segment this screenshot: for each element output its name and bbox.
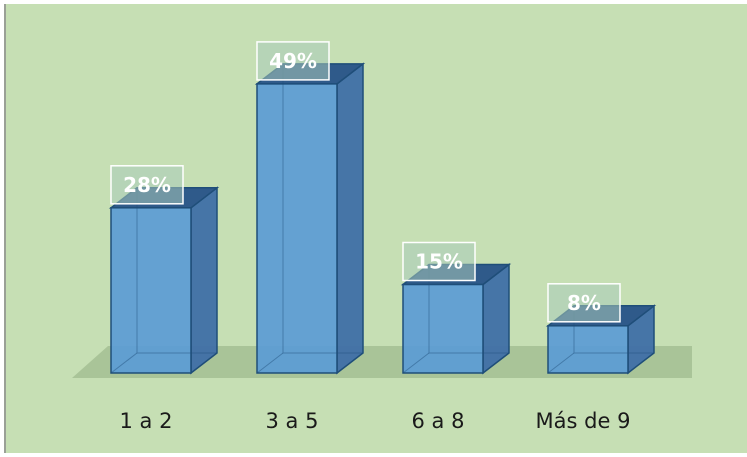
chart-floor (72, 346, 692, 378)
data-label-box (256, 41, 330, 81)
data-label-2: 49% (256, 41, 330, 81)
category-label: 3 a 5 (266, 409, 319, 433)
bar-front-face (402, 283, 484, 374)
data-labels: 28% 49% 15% 8% (110, 41, 621, 323)
bar-inner-edge (547, 352, 575, 374)
bar-inner-edge (110, 352, 138, 374)
bar-inner-edge (428, 264, 509, 354)
bar-series (108, 62, 657, 375)
data-label-1: 28% (110, 165, 184, 205)
category-axis: 1 a 2 3 a 5 6 a 8 Más de 9 (120, 409, 631, 433)
bar-side-face (336, 62, 364, 375)
data-label-text: 8% (567, 291, 601, 315)
data-label-text: 15% (415, 250, 463, 274)
bar-inner-edge (402, 352, 430, 374)
bar-3 (400, 262, 512, 375)
bar-side-face (190, 186, 218, 375)
data-label-text: 49% (269, 49, 317, 73)
data-label-box (402, 241, 476, 282)
bar-inner-edge (256, 352, 284, 374)
bar-front-face (547, 325, 629, 374)
bar-front-face (256, 83, 338, 374)
bar-inner-edge (282, 63, 363, 354)
category-label: Más de 9 (536, 409, 631, 433)
bar-inner-edge (136, 187, 217, 354)
data-label-3: 15% (402, 241, 476, 282)
bar-1 (108, 186, 220, 375)
category-label: 6 a 8 (412, 409, 465, 433)
data-label-4: 8% (547, 283, 621, 323)
bar-2 (254, 62, 366, 375)
data-label-box (110, 165, 184, 205)
category-label: 1 a 2 (120, 409, 173, 433)
data-label-box (547, 283, 621, 323)
bar-front-face (110, 207, 192, 374)
data-label-text: 28% (123, 173, 171, 197)
